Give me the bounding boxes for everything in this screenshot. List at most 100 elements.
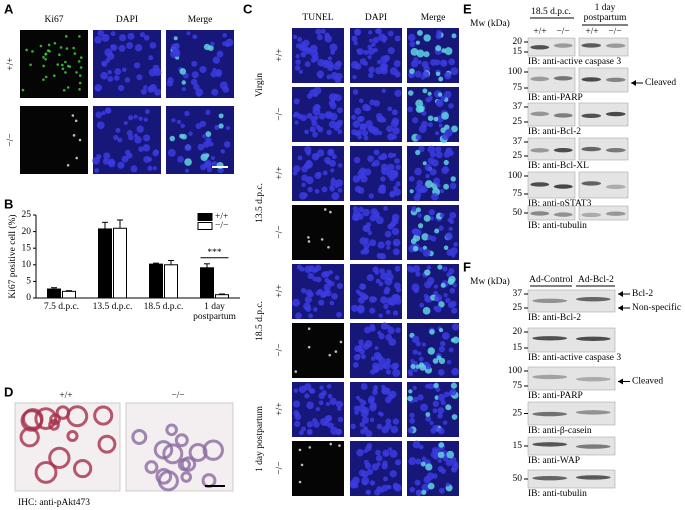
- cell: [433, 284, 439, 289]
- cell: [147, 165, 153, 171]
- cell: [78, 81, 82, 85]
- cell: [134, 136, 142, 144]
- cell: [94, 168, 100, 173]
- cell: [293, 111, 300, 117]
- cell: [367, 155, 375, 163]
- cell: [379, 252, 387, 260]
- blot: [578, 37, 629, 57]
- cell: [75, 156, 79, 160]
- ihc-stain: [153, 440, 174, 460]
- cell: [389, 450, 398, 458]
- genotype-label: +/+: [6, 57, 16, 70]
- cell: [299, 266, 305, 272]
- cell: [329, 442, 333, 446]
- band: [575, 475, 611, 480]
- cell: [394, 35, 401, 42]
- cell: [128, 134, 134, 141]
- cell: [177, 155, 184, 163]
- cell: [353, 40, 359, 46]
- cell: [351, 35, 358, 42]
- cell: [324, 277, 330, 283]
- cell: [118, 44, 126, 52]
- cell: [425, 463, 433, 471]
- cell: [415, 207, 421, 213]
- cell: [381, 462, 388, 470]
- cell: [218, 113, 224, 119]
- cell: [410, 364, 416, 370]
- cell: [61, 67, 65, 71]
- cell: [96, 121, 105, 130]
- cell: [427, 145, 436, 154]
- cell: [440, 282, 446, 288]
- cell: [305, 176, 314, 185]
- cell: [337, 406, 342, 411]
- cell: [423, 34, 431, 42]
- cell: [311, 152, 320, 161]
- ihc-stain: [131, 429, 148, 445]
- cell: [130, 165, 138, 173]
- cell: [439, 328, 444, 333]
- genotype-label: −/−: [275, 461, 285, 474]
- cell: [173, 50, 181, 57]
- x-tick-label: 1 day postpartum: [193, 302, 236, 322]
- cell: [331, 293, 338, 300]
- band: [530, 148, 550, 153]
- blot: [578, 137, 629, 161]
- cell: [336, 282, 343, 290]
- cell: [292, 34, 298, 40]
- cell: [97, 29, 104, 37]
- band: [605, 111, 626, 117]
- cell: [292, 298, 301, 307]
- cell: [330, 49, 336, 55]
- cell: [152, 166, 157, 171]
- cell: [423, 214, 431, 222]
- cell: [359, 98, 364, 103]
- band: [532, 442, 568, 447]
- cell: [421, 120, 428, 128]
- cell: [361, 416, 370, 424]
- cell: [452, 336, 460, 344]
- cell: [409, 412, 415, 418]
- cell: [374, 345, 379, 351]
- cell: [318, 112, 326, 120]
- bar: [98, 228, 112, 299]
- cell: [193, 83, 200, 91]
- cell: [42, 55, 45, 59]
- cell: [352, 175, 361, 183]
- cell: [335, 400, 344, 408]
- cell: [306, 93, 313, 99]
- cell: [407, 106, 413, 113]
- cell: [415, 364, 421, 369]
- cell: [429, 329, 435, 335]
- cell: [385, 309, 391, 315]
- cell: [295, 59, 301, 66]
- blot-label: IB: anti-pSTAT3: [528, 199, 592, 209]
- cell: [359, 283, 366, 290]
- cell: [138, 146, 144, 152]
- cell: [395, 164, 401, 171]
- cell: [140, 88, 147, 95]
- band: [581, 146, 602, 152]
- cell: [318, 299, 325, 306]
- band: [581, 181, 602, 186]
- mw-marker: 100: [508, 171, 523, 181]
- cell: [422, 161, 427, 166]
- cell: [392, 310, 399, 316]
- cell: [365, 489, 370, 495]
- cell: [190, 78, 198, 86]
- cell: [412, 349, 418, 355]
- cell: [421, 489, 427, 495]
- cell: [330, 168, 335, 173]
- cell: [304, 145, 312, 154]
- cell: [102, 158, 110, 165]
- cell: [359, 167, 367, 175]
- cell: [418, 247, 424, 253]
- cell: [415, 105, 424, 113]
- blot: [527, 37, 576, 57]
- cell: [212, 67, 217, 73]
- cell: [383, 476, 388, 482]
- arrow-head: [631, 80, 636, 86]
- cell: [222, 41, 228, 47]
- cell: [390, 425, 399, 434]
- cell: [372, 37, 379, 44]
